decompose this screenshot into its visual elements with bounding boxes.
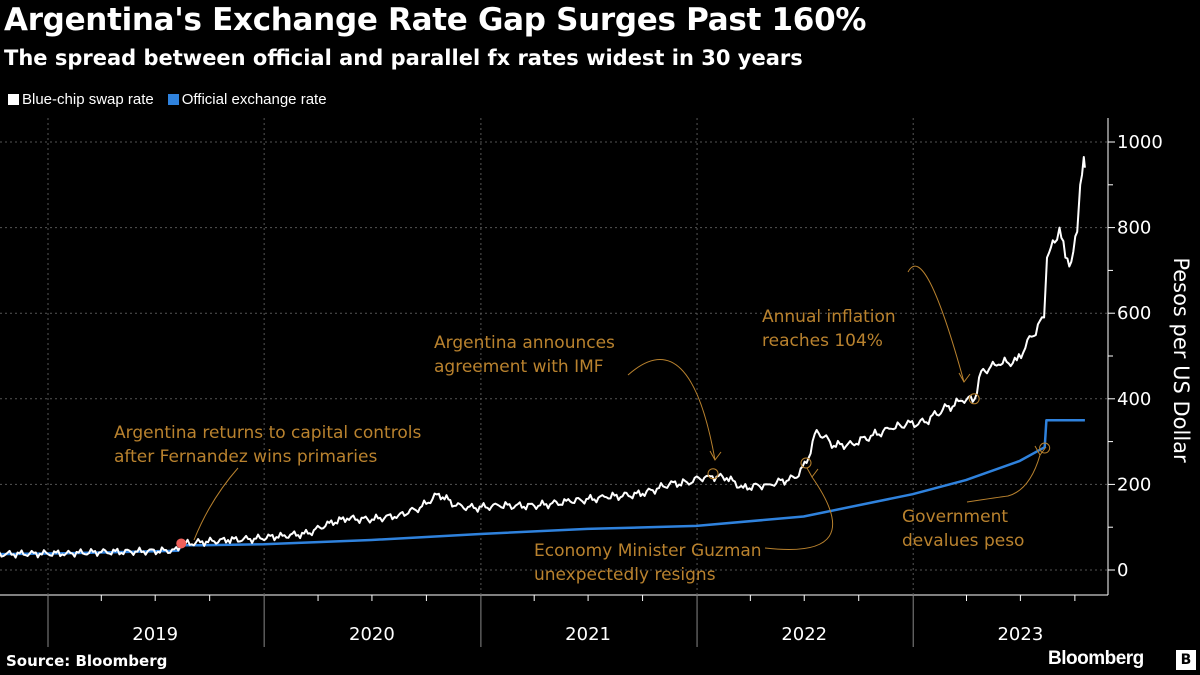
x-tick-label: 2021 — [565, 624, 611, 645]
y-tick-label: 200 — [1117, 474, 1151, 495]
annotation-text: unexpectedly resigns — [534, 565, 716, 585]
annotation-text: Government — [902, 507, 1008, 527]
legend-swatch-blue-chip — [8, 94, 19, 105]
y-tick-label: 0 — [1117, 560, 1128, 581]
annotation-capital-controls: Argentina returns to capital controls aft… — [114, 423, 421, 549]
legend-label: Official exchange rate — [181, 91, 327, 108]
y-tick-label: 800 — [1117, 218, 1151, 239]
annotation-text: agreement with IMF — [434, 357, 604, 377]
x-tick-label: 2023 — [997, 624, 1043, 645]
event-marker — [968, 393, 980, 405]
event-marker — [707, 468, 719, 480]
annotation-inflation: Annual inflation reaches 104% — [762, 265, 980, 405]
arrowhead-icon — [806, 467, 819, 478]
annotation-text: Economy Minister Guzman — [534, 541, 762, 561]
annotation-guzman: Economy Minister Guzman unexpectedly resi… — [534, 457, 834, 585]
chart-subtitle: The spread between official and parallel… — [4, 46, 803, 70]
event-marker — [1039, 442, 1051, 454]
annotation-leader-line — [627, 358, 716, 461]
annotation-leader-line — [193, 467, 239, 541]
arrowhead-icon — [958, 372, 971, 383]
annotation-leader-line — [764, 476, 834, 550]
annotation-leader-line — [907, 265, 965, 383]
annotation-text: devalues peso — [902, 531, 1024, 551]
legend-swatch-official — [167, 94, 179, 105]
legend-item-blue-chip: Blue-chip swap rate — [8, 91, 154, 108]
arrowhead-icon — [709, 450, 722, 461]
event-marker — [176, 538, 187, 549]
x-tick-label: 2022 — [781, 624, 827, 645]
y-tick-label: 1000 — [1117, 132, 1163, 153]
chart-title: Argentina's Exchange Rate Gap Surges Pas… — [4, 2, 867, 38]
annotation-imf: Argentina announces agreement with IMF — [434, 333, 722, 480]
annotation-text: Argentina announces — [434, 333, 615, 353]
annotation-devaluation: Government devalues peso — [902, 442, 1051, 551]
legend: Blue-chip swap rate Official exchange ra… — [8, 91, 327, 108]
bloomberg-logo: Bloomberg — [1048, 648, 1144, 669]
source-note: Source: Bloomberg — [6, 652, 168, 670]
annotation-text: Annual inflation — [762, 307, 896, 327]
y-tick-label: 600 — [1117, 303, 1151, 324]
annotation-text: reaches 104% — [762, 331, 883, 351]
annotation-text: after Fernandez wins primaries — [114, 447, 377, 467]
x-tick-label: 2020 — [349, 624, 395, 645]
legend-item-official: Official exchange rate — [167, 91, 327, 108]
annotation-text: Argentina returns to capital controls — [114, 423, 421, 443]
legend-label: Blue-chip swap rate — [22, 91, 154, 108]
arrowhead-icon — [1034, 445, 1047, 456]
y-tick-label: 400 — [1117, 389, 1151, 410]
bloomberg-b-icon: B — [1176, 650, 1196, 670]
x-tick-label: 2019 — [132, 624, 178, 645]
event-marker — [800, 457, 812, 469]
annotation-leader-line — [966, 454, 1041, 503]
y-axis-label: Pesos per US Dollar — [1169, 257, 1193, 463]
series-line-blue-chip — [0, 156, 1086, 559]
